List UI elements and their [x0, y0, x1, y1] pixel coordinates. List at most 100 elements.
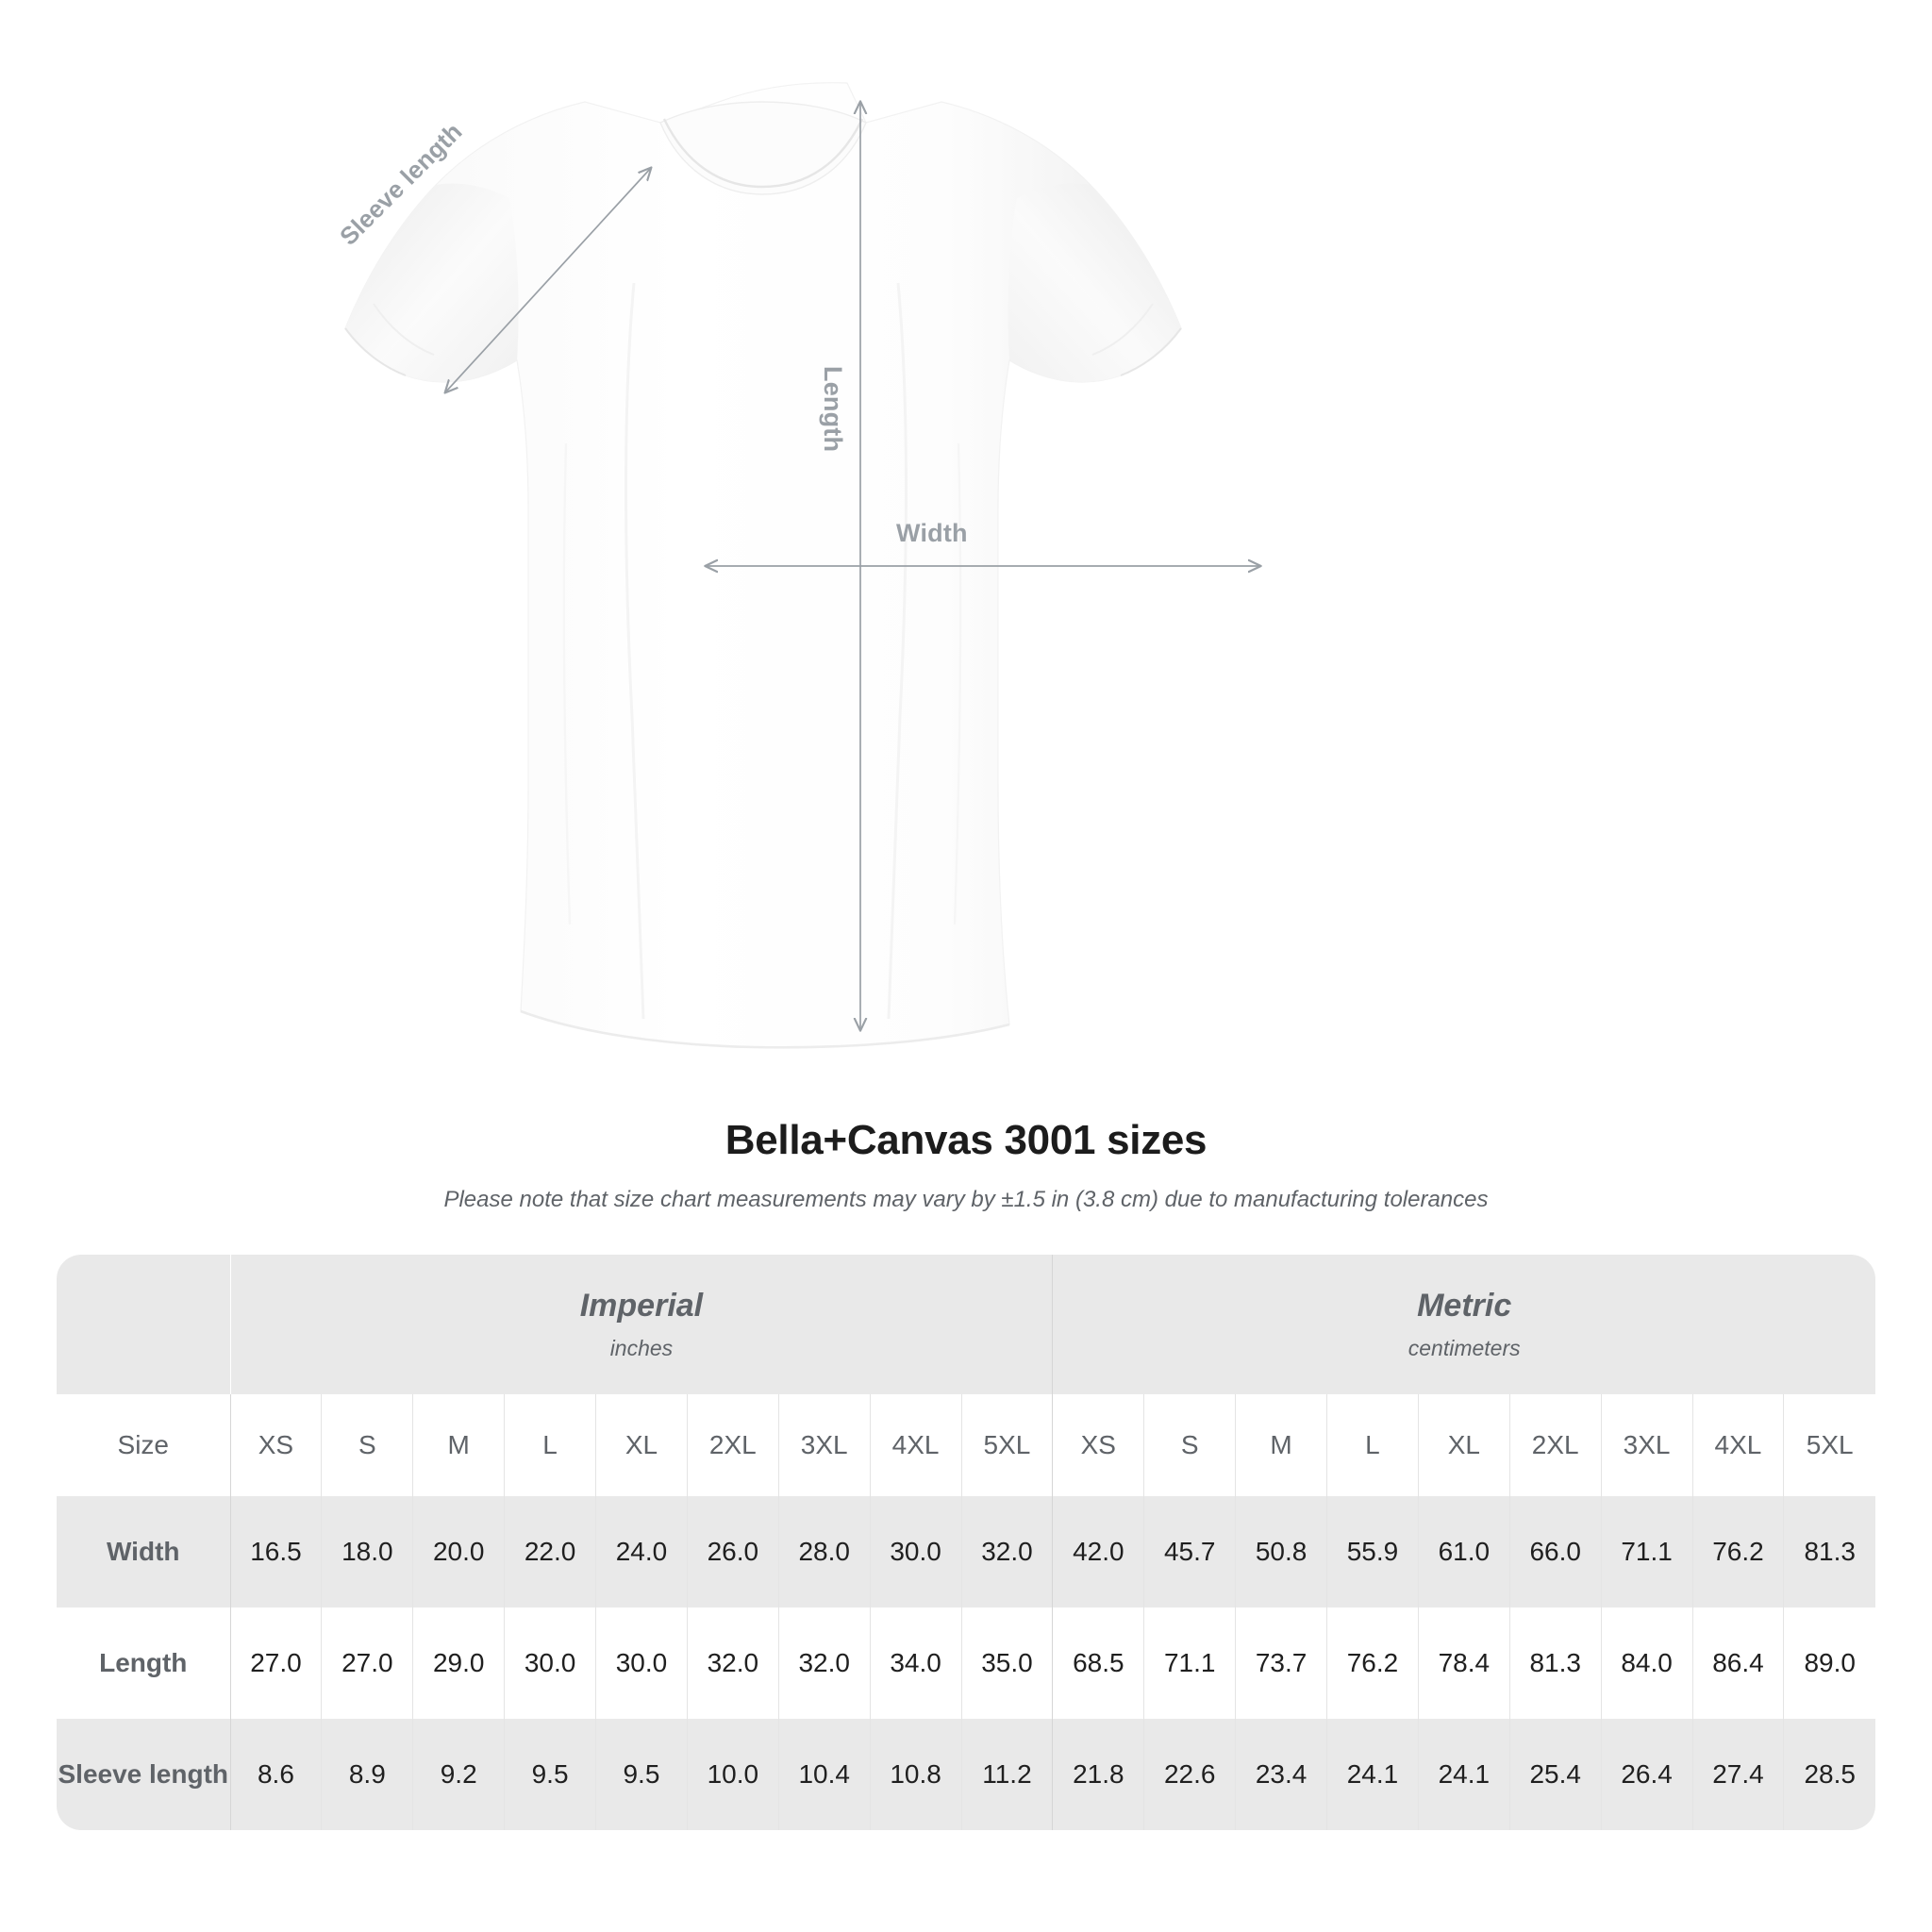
table-cell: 32.0 — [687, 1607, 779, 1719]
unit-group-row: Imperial inches Metric centimeters — [57, 1255, 1875, 1394]
size-header-cell: L — [504, 1394, 596, 1496]
size-header-cell: XS — [230, 1394, 323, 1496]
tshirt-size-diagram: Sleeve length Length Width — [334, 82, 1932, 1049]
unit-spacer-cell — [57, 1255, 231, 1394]
table-cell: 8.6 — [230, 1719, 323, 1830]
table-cell: 27.0 — [230, 1607, 323, 1719]
tshirt-illustration — [344, 82, 1932, 1049]
table-cell: 26.0 — [687, 1496, 779, 1607]
table-cell: 32.0 — [778, 1607, 871, 1719]
size-header-cell: 3XL — [1601, 1394, 1693, 1496]
size-header-cell: 4XL — [870, 1394, 962, 1496]
table-cell: 22.0 — [504, 1496, 596, 1607]
table-cell: 55.9 — [1326, 1496, 1419, 1607]
table-row: Width 16.5 18.0 20.0 22.0 24.0 26.0 28.0… — [57, 1496, 1875, 1607]
shirt-body-shape — [344, 82, 1182, 1049]
size-header-label: Size — [57, 1394, 231, 1496]
table-cell: 42.0 — [1052, 1496, 1145, 1607]
unit-group-imperial-name: Imperial — [579, 1288, 704, 1324]
table-cell: 29.0 — [412, 1607, 506, 1719]
width-label: Width — [896, 519, 968, 547]
table-cell: 22.6 — [1143, 1719, 1237, 1830]
table-cell: 9.5 — [595, 1719, 688, 1830]
page-title: Bella+Canvas 3001 sizes — [724, 1117, 1208, 1163]
table-cell: 21.8 — [1052, 1719, 1145, 1830]
table-cell: 50.8 — [1235, 1496, 1327, 1607]
table-cell: 26.4 — [1601, 1719, 1693, 1830]
table-cell: 73.7 — [1235, 1607, 1327, 1719]
size-header-cell: S — [321, 1394, 414, 1496]
table-cell: 32.0 — [961, 1496, 1054, 1607]
table-cell: 16.5 — [230, 1496, 323, 1607]
table-cell: 24.0 — [595, 1496, 688, 1607]
table-cell: 10.8 — [870, 1719, 962, 1830]
sleeve-length-arrow — [445, 168, 651, 392]
size-header-cell: S — [1143, 1394, 1237, 1496]
size-header-cell: 2XL — [687, 1394, 779, 1496]
table-cell: 86.4 — [1692, 1607, 1785, 1719]
table-cell: 30.0 — [595, 1607, 688, 1719]
size-chart-heading: Bella+Canvas 3001 sizes Please note that… — [0, 1117, 1932, 1213]
table-cell: 27.4 — [1692, 1719, 1785, 1830]
table-cell: 76.2 — [1326, 1607, 1419, 1719]
measurement-arrows — [445, 102, 1260, 1030]
row-label: Length — [57, 1607, 231, 1719]
table-cell: 10.0 — [687, 1719, 779, 1830]
table-cell: 24.1 — [1418, 1719, 1510, 1830]
table-cell: 71.1 — [1143, 1607, 1237, 1719]
table-cell: 30.0 — [870, 1496, 962, 1607]
size-header-cell: 3XL — [778, 1394, 871, 1496]
size-header-cell: L — [1326, 1394, 1419, 1496]
table-cell: 81.3 — [1783, 1496, 1875, 1607]
table-cell: 45.7 — [1143, 1496, 1237, 1607]
table-cell: 24.1 — [1326, 1719, 1419, 1830]
size-header-cell: XL — [595, 1394, 688, 1496]
unit-group-metric-name: Metric — [1417, 1288, 1512, 1324]
table-cell: 28.0 — [778, 1496, 871, 1607]
size-header-cell: M — [412, 1394, 506, 1496]
table-cell: 61.0 — [1418, 1496, 1510, 1607]
table-row: Sleeve length 8.6 8.9 9.2 9.5 9.5 10.0 1… — [57, 1719, 1875, 1830]
size-header-cell: M — [1235, 1394, 1327, 1496]
table-cell: 18.0 — [321, 1496, 414, 1607]
table-row: Length 27.0 27.0 29.0 30.0 30.0 32.0 32.… — [57, 1607, 1875, 1719]
row-label: Width — [57, 1496, 231, 1607]
table-cell: 28.5 — [1783, 1719, 1875, 1830]
table-cell: 30.0 — [504, 1607, 596, 1719]
size-header-cell: XL — [1418, 1394, 1510, 1496]
length-label: Length — [819, 366, 847, 453]
size-header-cell: 5XL — [961, 1394, 1054, 1496]
size-table-container: Imperial inches Metric centimeters Size … — [57, 1255, 1875, 1830]
table-cell: 66.0 — [1509, 1496, 1602, 1607]
table-cell: 71.1 — [1601, 1496, 1693, 1607]
table-cell: 23.4 — [1235, 1719, 1327, 1830]
size-header-cell: 5XL — [1783, 1394, 1875, 1496]
table-cell: 9.2 — [412, 1719, 506, 1830]
table-cell: 78.4 — [1418, 1607, 1510, 1719]
table-cell: 25.4 — [1509, 1719, 1602, 1830]
unit-group-metric-sub: centimeters — [1407, 1336, 1521, 1360]
table-cell: 11.2 — [961, 1719, 1054, 1830]
table-cell: 8.9 — [321, 1719, 414, 1830]
table-cell: 68.5 — [1052, 1607, 1145, 1719]
table-cell: 89.0 — [1783, 1607, 1875, 1719]
tolerance-note: Please note that size chart measurements… — [443, 1187, 1489, 1212]
table-cell: 34.0 — [870, 1607, 962, 1719]
table-cell: 81.3 — [1509, 1607, 1602, 1719]
table-cell: 10.4 — [778, 1719, 871, 1830]
size-header-cell: 4XL — [1692, 1394, 1785, 1496]
table-cell: 84.0 — [1601, 1607, 1693, 1719]
size-header-row: Size XS S M L XL 2XL 3XL 4XL 5XL XS S M … — [57, 1394, 1875, 1496]
table-cell: 35.0 — [961, 1607, 1054, 1719]
unit-group-imperial: Imperial inches — [230, 1255, 1054, 1394]
size-header-cell: 2XL — [1509, 1394, 1602, 1496]
unit-group-metric: Metric centimeters — [1052, 1255, 1875, 1394]
table-cell: 9.5 — [504, 1719, 596, 1830]
unit-group-imperial-sub: inches — [609, 1336, 674, 1360]
size-header-cell: XS — [1052, 1394, 1145, 1496]
row-label: Sleeve length — [57, 1719, 231, 1830]
table-cell: 27.0 — [321, 1607, 414, 1719]
size-chart-table: Imperial inches Metric centimeters Size … — [57, 1255, 1875, 1830]
table-cell: 76.2 — [1692, 1496, 1785, 1607]
table-cell: 20.0 — [412, 1496, 506, 1607]
